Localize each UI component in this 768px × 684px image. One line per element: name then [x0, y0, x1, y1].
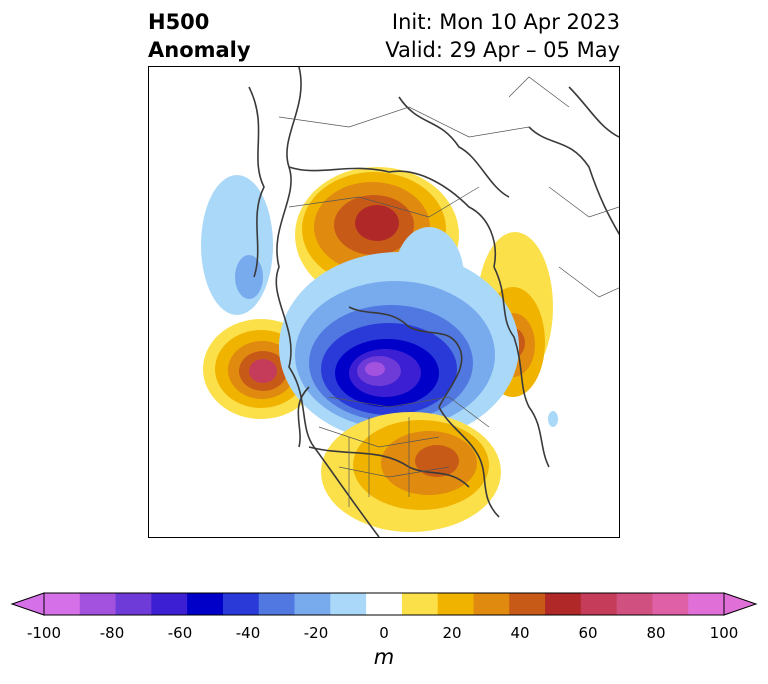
colorbar-segment: [545, 593, 582, 615]
colorbar-tick-label: 80: [646, 624, 666, 642]
colorbar-segment: [79, 593, 117, 615]
title-line-1: H500: [148, 10, 210, 34]
anomaly-negative-east-asia: [201, 175, 273, 315]
colorbar-segment: [187, 593, 224, 615]
colorbar-extend-high: [723, 592, 758, 616]
anomaly-map: [148, 66, 620, 538]
anomaly-negative-canada: [279, 227, 519, 442]
colorbar-label: m: [373, 645, 395, 669]
colorbar-segment: [115, 593, 152, 615]
valid-time: Valid: 29 Apr – 05 May: [385, 38, 620, 62]
colorbar-segment: [688, 593, 725, 615]
colorbar-segment: [401, 593, 439, 615]
political-boundaries: [278, 76, 619, 507]
colorbar-svg: [10, 592, 758, 616]
colorbar-segment: [258, 593, 296, 615]
colorbar-tick-label: 40: [510, 624, 530, 642]
valid-time-block: Init: Mon 10 Apr 2023 Valid: 29 Apr – 05…: [385, 8, 620, 64]
colorbar-segment: [652, 593, 689, 615]
map-title: H500 Anomaly: [148, 8, 251, 64]
colorbar-segment: [473, 593, 510, 615]
colorbar-segment: [580, 593, 618, 615]
colorbar-tick-label: 0: [379, 624, 389, 642]
colorbar-tick-label: -40: [235, 624, 261, 642]
anomaly-positive-us: [321, 412, 501, 532]
colorbar-border: [43, 592, 725, 616]
colorbar-segment: [222, 593, 260, 615]
colorbar-tick-label: 60: [578, 624, 598, 642]
colorbar: [10, 590, 758, 620]
colorbar-tick-label: 20: [442, 624, 462, 642]
colorbar-tick-label: -80: [99, 624, 125, 642]
coastlines: [248, 67, 619, 537]
anomaly-positive-pacific: [203, 319, 319, 419]
colorbar-segment: [44, 593, 81, 615]
colorbar-segment: [509, 593, 546, 615]
map-svg: [149, 67, 619, 537]
colorbar-segment: [294, 593, 331, 615]
colorbar-extend-low: [10, 592, 45, 616]
colorbar-segment: [366, 593, 403, 615]
title-line-2: Anomaly: [148, 38, 251, 62]
colorbar-tick-label: 100: [709, 624, 739, 642]
colorbar-segment: [330, 593, 367, 615]
init-time: Init: Mon 10 Apr 2023: [391, 10, 620, 34]
colorbar-tick-label: -20: [303, 624, 329, 642]
colorbar-segment: [437, 593, 474, 615]
colorbar-segment: [616, 593, 653, 615]
colorbar-tick-label: -60: [167, 624, 193, 642]
colorbar-tick-label: -100: [26, 624, 62, 642]
colorbar-segment: [151, 593, 188, 615]
